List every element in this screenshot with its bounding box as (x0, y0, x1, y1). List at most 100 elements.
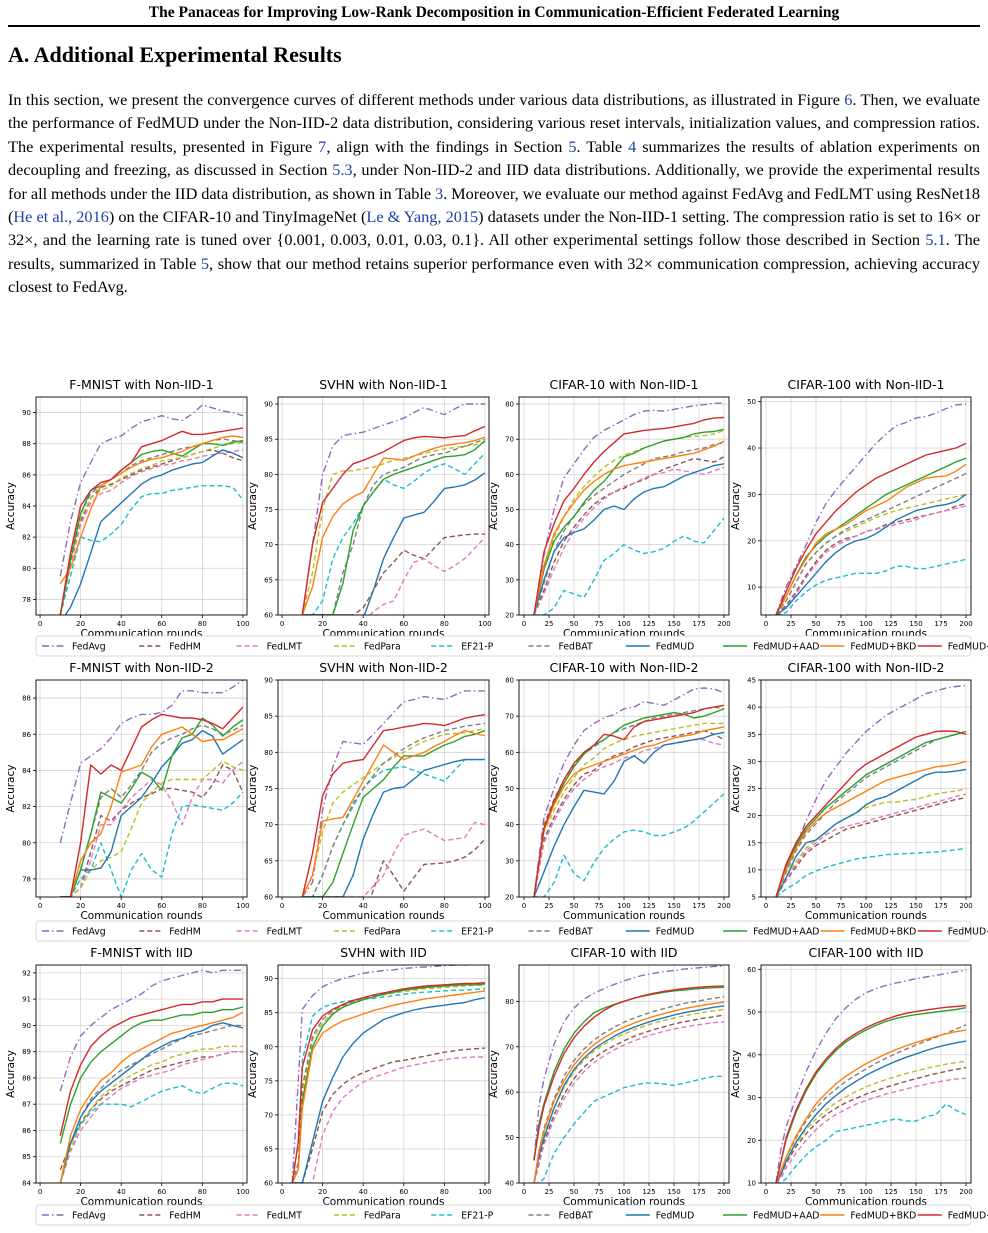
y-tick-label: 88 (22, 1074, 31, 1082)
legend-label: FedMUD+BKD+AAD (948, 642, 988, 653)
legend-frame (35, 635, 972, 657)
reference-link[interactable]: Le & Yang, 2015 (366, 207, 479, 227)
x-tick-label: 100 (617, 902, 630, 910)
reference-link[interactable]: 5.1 (925, 230, 946, 250)
reference-link[interactable]: 6 (844, 90, 853, 109)
series-line-fedmud (302, 472, 486, 615)
legend-label: FedMUD+BKD (850, 642, 916, 653)
x-axis-label: Communication rounds (322, 910, 444, 922)
y-tick-label: 20 (505, 612, 514, 620)
x-tick-label: 75 (837, 1188, 846, 1196)
series-line-fedlmt (302, 821, 486, 897)
series-line-fedmud-bkd (301, 729, 486, 897)
series-line-fedmud-bkd-aad (301, 425, 486, 615)
series-line-fedmud (533, 731, 725, 897)
paragraph-text: summarizes the results of ablation exper… (8, 136, 980, 180)
y-tick-label: 20 (747, 537, 756, 545)
reference-link[interactable]: 3 (435, 183, 444, 203)
legend-frame (35, 1204, 972, 1226)
y-tick-label: 87 (22, 1101, 31, 1109)
x-tick-label: 0 (38, 1188, 42, 1196)
series-line-fedavg (59, 680, 244, 843)
series-line-fedbat (533, 996, 725, 1183)
x-tick-label: 100 (617, 620, 630, 628)
x-tick-label: 60 (157, 1188, 166, 1196)
x-tick-label: 100 (617, 1188, 630, 1196)
plot-frame (35, 396, 248, 616)
chart-title: SVHN with IID (340, 945, 427, 960)
chart-title: CIFAR-10 with Non-IID-2 (550, 660, 699, 675)
y-tick-label: 60 (747, 966, 756, 974)
y-tick-label: 50 (505, 506, 514, 514)
reference-link[interactable]: 4 (628, 136, 637, 156)
reference-link[interactable]: He et al., 2016 (13, 207, 109, 227)
series-line-fedbat (291, 982, 485, 1183)
series-line-fedbat (60, 724, 244, 897)
y-tick-label: 65 (264, 1145, 273, 1153)
chart-title: SVHN with Non-IID-2 (319, 660, 448, 675)
x-tick-label: 0 (522, 902, 526, 910)
reference-link[interactable]: 5.3 (332, 160, 353, 180)
x-tick-label: 60 (157, 902, 166, 910)
x-tick-label: 50 (570, 620, 579, 628)
x-tick-label: 80 (440, 620, 449, 628)
series-group (533, 687, 725, 897)
plot-frame (277, 964, 490, 1184)
x-tick-label: 200 (717, 1188, 730, 1196)
x-tick-label: 100 (859, 1188, 872, 1196)
y-axis-label: Accuracy (730, 482, 742, 530)
reference-link[interactable]: 5 (568, 136, 577, 156)
series-line-fedpara (533, 429, 725, 615)
chart-title: CIFAR-10 with Non-IID-1 (550, 377, 699, 392)
y-tick-label: 75 (264, 506, 273, 514)
y-tick-label: 84 (22, 503, 31, 511)
y-axis-label: Accuracy (730, 765, 742, 813)
series-line-fedbat (775, 1024, 967, 1183)
y-tick-label: 30 (505, 857, 514, 865)
x-tick-label: 75 (595, 620, 604, 628)
series-line-fedmud (533, 463, 725, 615)
series-line-fedhm (533, 729, 725, 897)
series-line-fedmud-bkd (533, 726, 725, 897)
series-line-ef21-p (534, 793, 725, 897)
x-tick-label: 75 (837, 620, 846, 628)
y-tick-label: 60 (264, 894, 273, 902)
y-axis-label: Accuracy (247, 765, 259, 813)
series-line-fedmud (292, 997, 486, 1183)
y-axis-label: Accuracy (5, 1050, 17, 1098)
y-tick-label: 60 (505, 1089, 514, 1097)
x-tick-label: 20 (318, 902, 327, 910)
plot-frame (760, 396, 972, 616)
series-line-fedhm (775, 797, 967, 897)
series-group (301, 403, 486, 615)
series-line-fedpara (59, 1045, 243, 1183)
series-line-fedmud-bkd-aad (775, 442, 967, 615)
chart-panel: CIFAR-10 with IID 40 50 60 70 80 0 25 50 75 100 125… (488, 945, 731, 1208)
y-tick-label: 80 (264, 749, 273, 757)
y-tick-label: 86 (22, 731, 31, 739)
series-line-fedhm (302, 838, 486, 897)
x-tick-label: 125 (642, 902, 655, 910)
y-axis-label: Accuracy (5, 765, 17, 813)
series-line-fedavg (775, 969, 967, 1183)
y-tick-label: 80 (22, 839, 31, 847)
series-line-fedmud-bkd-aad (533, 704, 725, 897)
y-tick-label: 60 (505, 749, 514, 757)
x-tick-label: 100 (478, 1188, 491, 1196)
reference-link[interactable]: 5 (200, 253, 210, 273)
legend-label: FedPara (364, 927, 401, 938)
x-tick-label: 60 (399, 1188, 408, 1196)
y-tick-label: 60 (264, 1180, 273, 1188)
paragraph-text: In this section, we present the converge… (8, 90, 845, 109)
legend-label: FedBAT (559, 1211, 593, 1222)
x-tick-label: 50 (570, 902, 579, 910)
legend-label: FedAvg (72, 642, 106, 653)
x-tick-label: 150 (909, 620, 922, 628)
reference-link[interactable]: 7 (318, 136, 327, 156)
x-tick-label: 80 (198, 902, 207, 910)
series-group (291, 965, 486, 1183)
x-tick-label: 25 (787, 620, 796, 628)
series-line-fedavg (533, 687, 725, 897)
legend-label: FedBAT (559, 642, 593, 653)
x-tick-label: 175 (934, 620, 947, 628)
